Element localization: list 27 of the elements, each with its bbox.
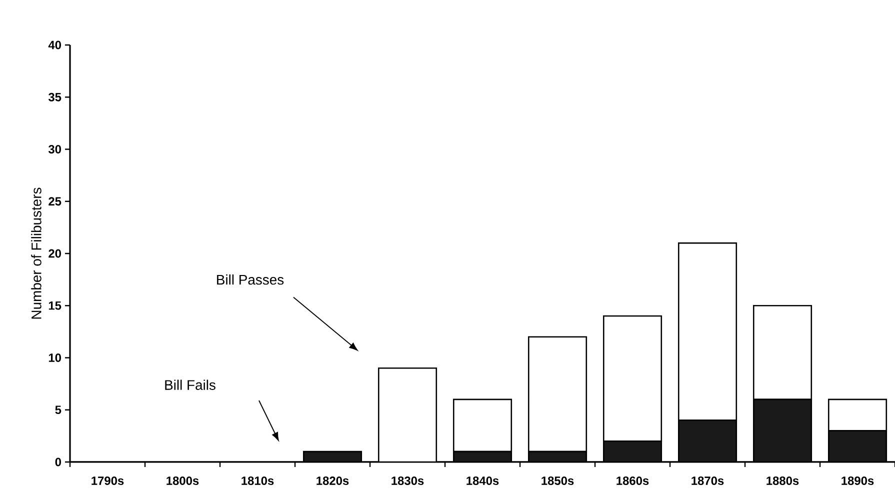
bar (678, 420, 738, 462)
x-tick-label: 1860s (616, 476, 649, 485)
x-tick-label: 1890s (842, 476, 874, 485)
x-tick-label: 1880s (766, 476, 799, 485)
bar (752, 398, 812, 462)
y-tick-label: 20 (48, 249, 61, 258)
x-tick-label: 1820s (316, 476, 349, 485)
bar (828, 430, 888, 462)
x-tick-label: 1800s (166, 476, 199, 485)
x-tick-label: 1850s (542, 476, 574, 485)
y-tick-label: 15 (48, 301, 62, 310)
x-tick-label: 1830s (392, 476, 424, 485)
y-tick-label: 30 (48, 145, 61, 154)
y-tick-label: 0 (55, 458, 61, 466)
y-tick-label: 5 (55, 406, 62, 414)
y-tick-label: 35 (48, 92, 62, 102)
annotation: Bill Fails (165, 380, 216, 390)
bar (602, 440, 662, 462)
y-axis-title: Number of Filibusters (31, 188, 42, 319)
y-tick-label: 10 (48, 354, 61, 362)
y-tick-label: 25 (48, 197, 62, 206)
y-tick-label: 40 (48, 40, 61, 50)
x-tick-label: 1840s (466, 476, 499, 485)
x-tick-label: 1870s (692, 476, 724, 485)
annotation: Bill Passes (217, 274, 284, 285)
x-tick-label: 1810s (242, 476, 274, 485)
x-tick-label: 1790s (92, 476, 124, 485)
